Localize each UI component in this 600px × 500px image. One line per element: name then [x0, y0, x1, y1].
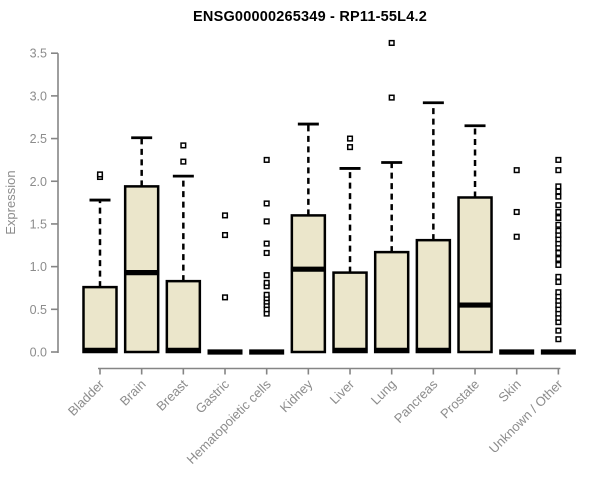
x-tick-label: Skin — [495, 377, 523, 405]
outlier-point — [555, 249, 562, 257]
outlier-point — [555, 261, 562, 268]
x-tick-label: Bladder — [65, 376, 108, 419]
y-tick-label: 1.0 — [30, 260, 47, 274]
x-tick-label: Gastric — [192, 376, 232, 416]
y-tick-label: 2.5 — [30, 132, 47, 146]
y-tick-label: 0.0 — [30, 346, 47, 360]
outlier-point — [555, 255, 562, 262]
outlier-point — [263, 200, 270, 207]
outlier-point — [221, 231, 229, 239]
outlier-point — [263, 240, 270, 247]
outlier-point — [555, 214, 562, 222]
outlier-point — [263, 279, 270, 286]
outlier-point — [513, 208, 520, 216]
x-tick-label: Lung — [368, 377, 399, 408]
box — [123, 185, 160, 354]
x-tick-label: Breast — [153, 376, 190, 413]
box — [415, 238, 452, 354]
outlier-point — [555, 208, 562, 216]
box — [290, 214, 327, 354]
outlier-point — [388, 39, 395, 47]
outlier-point — [555, 273, 562, 280]
outlier-point — [555, 193, 562, 200]
outlier-point — [346, 135, 354, 142]
y-tick-label: 0.5 — [30, 303, 47, 317]
y-axis-title: Expression — [3, 170, 18, 234]
chart-title: ENSG00000265349 - RP11-55L4.2 — [193, 9, 427, 25]
outlier-point — [555, 188, 562, 195]
x-tick-label: Prostate — [437, 377, 482, 422]
outlier-point — [555, 336, 562, 343]
y-tick-label: 2.0 — [30, 175, 47, 189]
outlier-point — [180, 158, 187, 165]
outlier-point — [263, 249, 270, 257]
x-tick-label: Brain — [117, 377, 149, 409]
outlier-point — [388, 94, 395, 101]
x-tick-label: Kidney — [277, 376, 316, 415]
outlier-point — [221, 294, 229, 301]
outlier-point — [513, 167, 520, 174]
outlier-point — [555, 167, 562, 174]
outlier-point — [513, 233, 520, 240]
outlier-point — [555, 202, 562, 209]
outlier-point — [96, 171, 104, 178]
x-tick-label: Unknown / Other — [486, 376, 566, 456]
x-tick-label: Liver — [327, 376, 358, 407]
box — [82, 285, 118, 354]
outlier-point — [263, 218, 270, 225]
y-tick-label: 1.5 — [30, 217, 47, 231]
box — [457, 196, 493, 354]
outlier-point — [555, 227, 562, 234]
outlier-point — [555, 289, 562, 296]
y-tick-label: 3.5 — [30, 47, 47, 61]
outlier-point — [555, 278, 562, 286]
outlier-point — [555, 156, 562, 163]
box — [373, 250, 410, 354]
outlier-point — [263, 291, 270, 298]
x-tick-label: Pancreas — [391, 376, 441, 426]
box — [165, 279, 202, 354]
outlier-point — [221, 212, 229, 219]
y-tick-label: 3.0 — [30, 89, 47, 103]
outlier-point — [555, 327, 562, 334]
outlier-point — [180, 142, 187, 149]
outlier-point — [555, 183, 562, 190]
box — [332, 271, 368, 354]
outlier-point — [346, 144, 354, 151]
outlier-point — [263, 156, 270, 163]
outlier-point — [263, 272, 270, 279]
outlier-point — [555, 221, 562, 228]
